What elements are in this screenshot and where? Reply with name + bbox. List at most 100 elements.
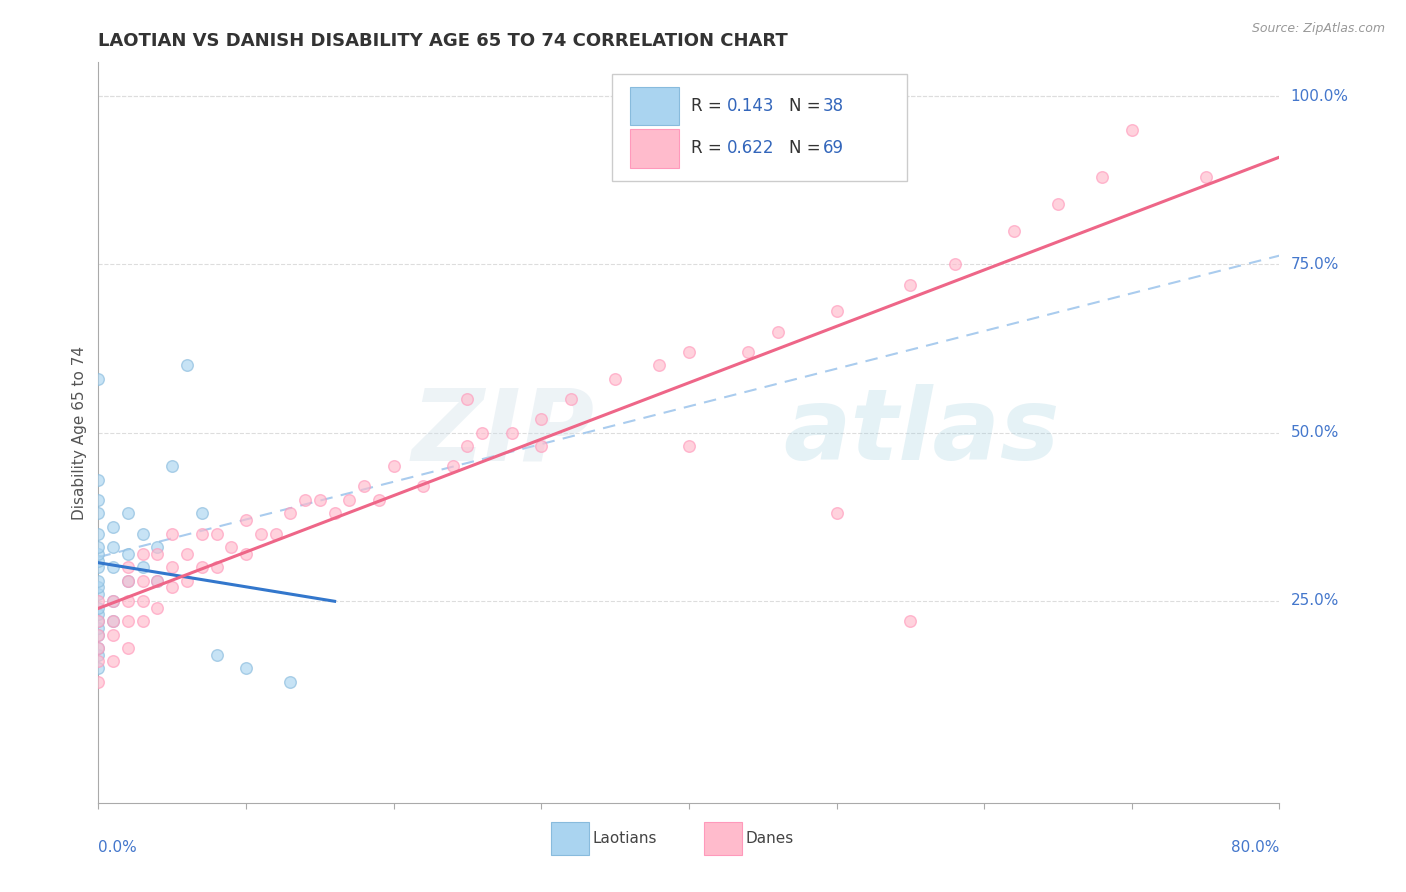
- Text: 38: 38: [823, 97, 844, 115]
- Point: [605, 372, 627, 386]
- Point: [132, 614, 155, 628]
- Point: [382, 459, 405, 474]
- Point: [146, 574, 169, 588]
- Point: [103, 520, 125, 534]
- Point: [825, 304, 848, 318]
- Point: [87, 600, 110, 615]
- Point: [103, 627, 125, 641]
- Point: [471, 425, 494, 440]
- Point: [132, 594, 155, 608]
- Text: 25.0%: 25.0%: [1291, 593, 1339, 608]
- Point: [87, 581, 110, 595]
- Point: [117, 560, 139, 574]
- Text: 0.143: 0.143: [727, 97, 775, 115]
- Point: [678, 344, 700, 359]
- Point: [146, 600, 169, 615]
- Text: 100.0%: 100.0%: [1291, 88, 1348, 103]
- Point: [87, 627, 110, 641]
- Point: [117, 547, 139, 561]
- Point: [117, 594, 139, 608]
- Text: 0.0%: 0.0%: [98, 840, 138, 855]
- Text: R =: R =: [692, 139, 727, 157]
- Point: [87, 621, 110, 635]
- Point: [117, 614, 139, 628]
- Point: [191, 526, 214, 541]
- Point: [146, 574, 169, 588]
- Point: [191, 560, 214, 574]
- Point: [900, 277, 922, 292]
- Point: [87, 587, 110, 601]
- Point: [87, 661, 110, 675]
- Point: [87, 594, 110, 608]
- Point: [103, 655, 125, 669]
- Text: 80.0%: 80.0%: [1232, 840, 1279, 855]
- FancyBboxPatch shape: [612, 73, 907, 181]
- Point: [323, 507, 346, 521]
- Point: [1002, 224, 1025, 238]
- Point: [501, 425, 523, 440]
- Point: [339, 492, 361, 507]
- Point: [87, 560, 110, 574]
- Point: [1046, 196, 1070, 211]
- Point: [87, 648, 110, 662]
- Text: Laotians: Laotians: [592, 830, 657, 846]
- Text: R =: R =: [692, 97, 727, 115]
- Point: [103, 560, 125, 574]
- Y-axis label: Disability Age 65 to 74: Disability Age 65 to 74: [72, 345, 87, 520]
- Point: [221, 540, 243, 554]
- Point: [87, 674, 110, 689]
- Point: [280, 674, 302, 689]
- Point: [235, 547, 257, 561]
- Point: [162, 581, 183, 595]
- Point: [103, 594, 125, 608]
- Text: Source: ZipAtlas.com: Source: ZipAtlas.com: [1251, 22, 1385, 36]
- Point: [87, 540, 110, 554]
- Point: [205, 648, 228, 662]
- Point: [457, 439, 479, 453]
- Text: 0.622: 0.622: [727, 139, 775, 157]
- Point: [87, 526, 110, 541]
- Point: [162, 459, 183, 474]
- Point: [943, 257, 966, 271]
- Text: N =: N =: [789, 97, 827, 115]
- Point: [87, 553, 110, 567]
- Point: [205, 526, 228, 541]
- Point: [280, 507, 302, 521]
- Point: [191, 507, 214, 521]
- Point: [146, 540, 169, 554]
- Point: [87, 614, 110, 628]
- Point: [1195, 169, 1218, 184]
- Point: [87, 607, 110, 622]
- Point: [87, 492, 110, 507]
- Point: [412, 479, 434, 493]
- Point: [1091, 169, 1114, 184]
- Point: [766, 325, 789, 339]
- Text: 75.0%: 75.0%: [1291, 257, 1339, 272]
- Text: atlas: atlas: [783, 384, 1060, 481]
- Text: ZIP: ZIP: [412, 384, 595, 481]
- Point: [176, 547, 198, 561]
- Point: [87, 473, 110, 487]
- Point: [162, 526, 183, 541]
- Point: [87, 614, 110, 628]
- Point: [250, 526, 273, 541]
- Point: [294, 492, 316, 507]
- Point: [1121, 122, 1143, 136]
- Point: [235, 661, 257, 675]
- Point: [132, 547, 155, 561]
- Point: [132, 560, 155, 574]
- Point: [678, 439, 700, 453]
- Point: [146, 547, 169, 561]
- Point: [103, 540, 125, 554]
- Point: [87, 547, 110, 561]
- Text: N =: N =: [789, 139, 827, 157]
- Point: [117, 574, 139, 588]
- Point: [309, 492, 332, 507]
- Point: [117, 574, 139, 588]
- FancyBboxPatch shape: [630, 129, 679, 168]
- FancyBboxPatch shape: [704, 822, 742, 855]
- Point: [900, 614, 922, 628]
- Point: [87, 655, 110, 669]
- Point: [162, 560, 183, 574]
- Point: [825, 507, 848, 521]
